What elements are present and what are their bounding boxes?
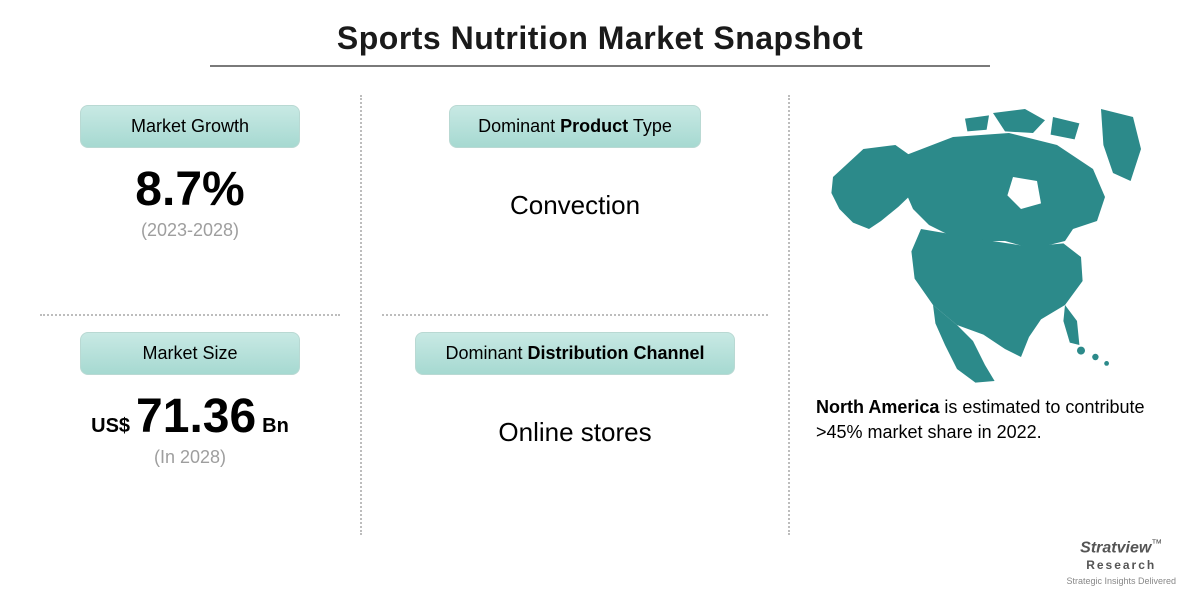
channel-label-bold: Distribution Channel <box>528 343 705 363</box>
logo-sub: ™ <box>1151 538 1162 550</box>
right-column: North America is estimated to contribute… <box>790 95 1160 535</box>
mid-divider <box>382 314 768 316</box>
brand-logo: Stratview™ Research Strategic Insights D… <box>1066 538 1176 586</box>
market-size-period: (In 2028) <box>154 447 226 468</box>
distribution-channel-label: Dominant Distribution Channel <box>415 332 735 375</box>
market-growth-period: (2023-2028) <box>141 220 239 241</box>
channel-label-pre: Dominant <box>445 343 527 363</box>
product-type-value: Convection <box>510 190 640 221</box>
market-size-valuewrap: US$ 71.36 Bn <box>91 393 289 441</box>
content-grid: Market Growth 8.7% (2023-2028) Market Si… <box>40 95 1160 535</box>
north-america-map-icon <box>825 100 1145 390</box>
product-label-pre: Dominant <box>478 116 560 136</box>
title-underline <box>210 65 990 67</box>
product-type-cell: Dominant Product Type Convection <box>382 95 768 308</box>
page-title: Sports Nutrition Market Snapshot <box>40 20 1160 57</box>
distribution-channel-cell: Dominant Distribution Channel Online sto… <box>382 322 768 535</box>
region-caption-bold: North America <box>816 397 939 417</box>
market-size-cell: Market Size US$ 71.36 Bn (In 2028) <box>40 322 340 535</box>
logo-brand: Stratview <box>1080 540 1151 557</box>
distribution-channel-value: Online stores <box>498 417 651 448</box>
region-caption: North America is estimated to contribute… <box>810 395 1160 445</box>
market-size-suffix: Bn <box>262 415 289 438</box>
left-divider <box>40 314 340 316</box>
market-growth-value: 8.7% <box>135 166 244 214</box>
map-container <box>810 95 1160 395</box>
market-size-value: 71.36 <box>136 393 256 441</box>
market-growth-label: Market Growth <box>80 105 300 148</box>
product-label-post: Type <box>628 116 672 136</box>
logo-research: Research <box>1086 558 1156 572</box>
left-column: Market Growth 8.7% (2023-2028) Market Si… <box>40 95 360 535</box>
logo-tagline: Strategic Insights Delivered <box>1066 576 1176 586</box>
market-size-label: Market Size <box>80 332 300 375</box>
product-label-bold: Product <box>560 116 628 136</box>
market-growth-cell: Market Growth 8.7% (2023-2028) <box>40 95 340 308</box>
market-size-prefix: US$ <box>91 415 130 438</box>
product-type-label: Dominant Product Type <box>449 105 701 148</box>
middle-column: Dominant Product Type Convection Dominan… <box>360 95 790 535</box>
